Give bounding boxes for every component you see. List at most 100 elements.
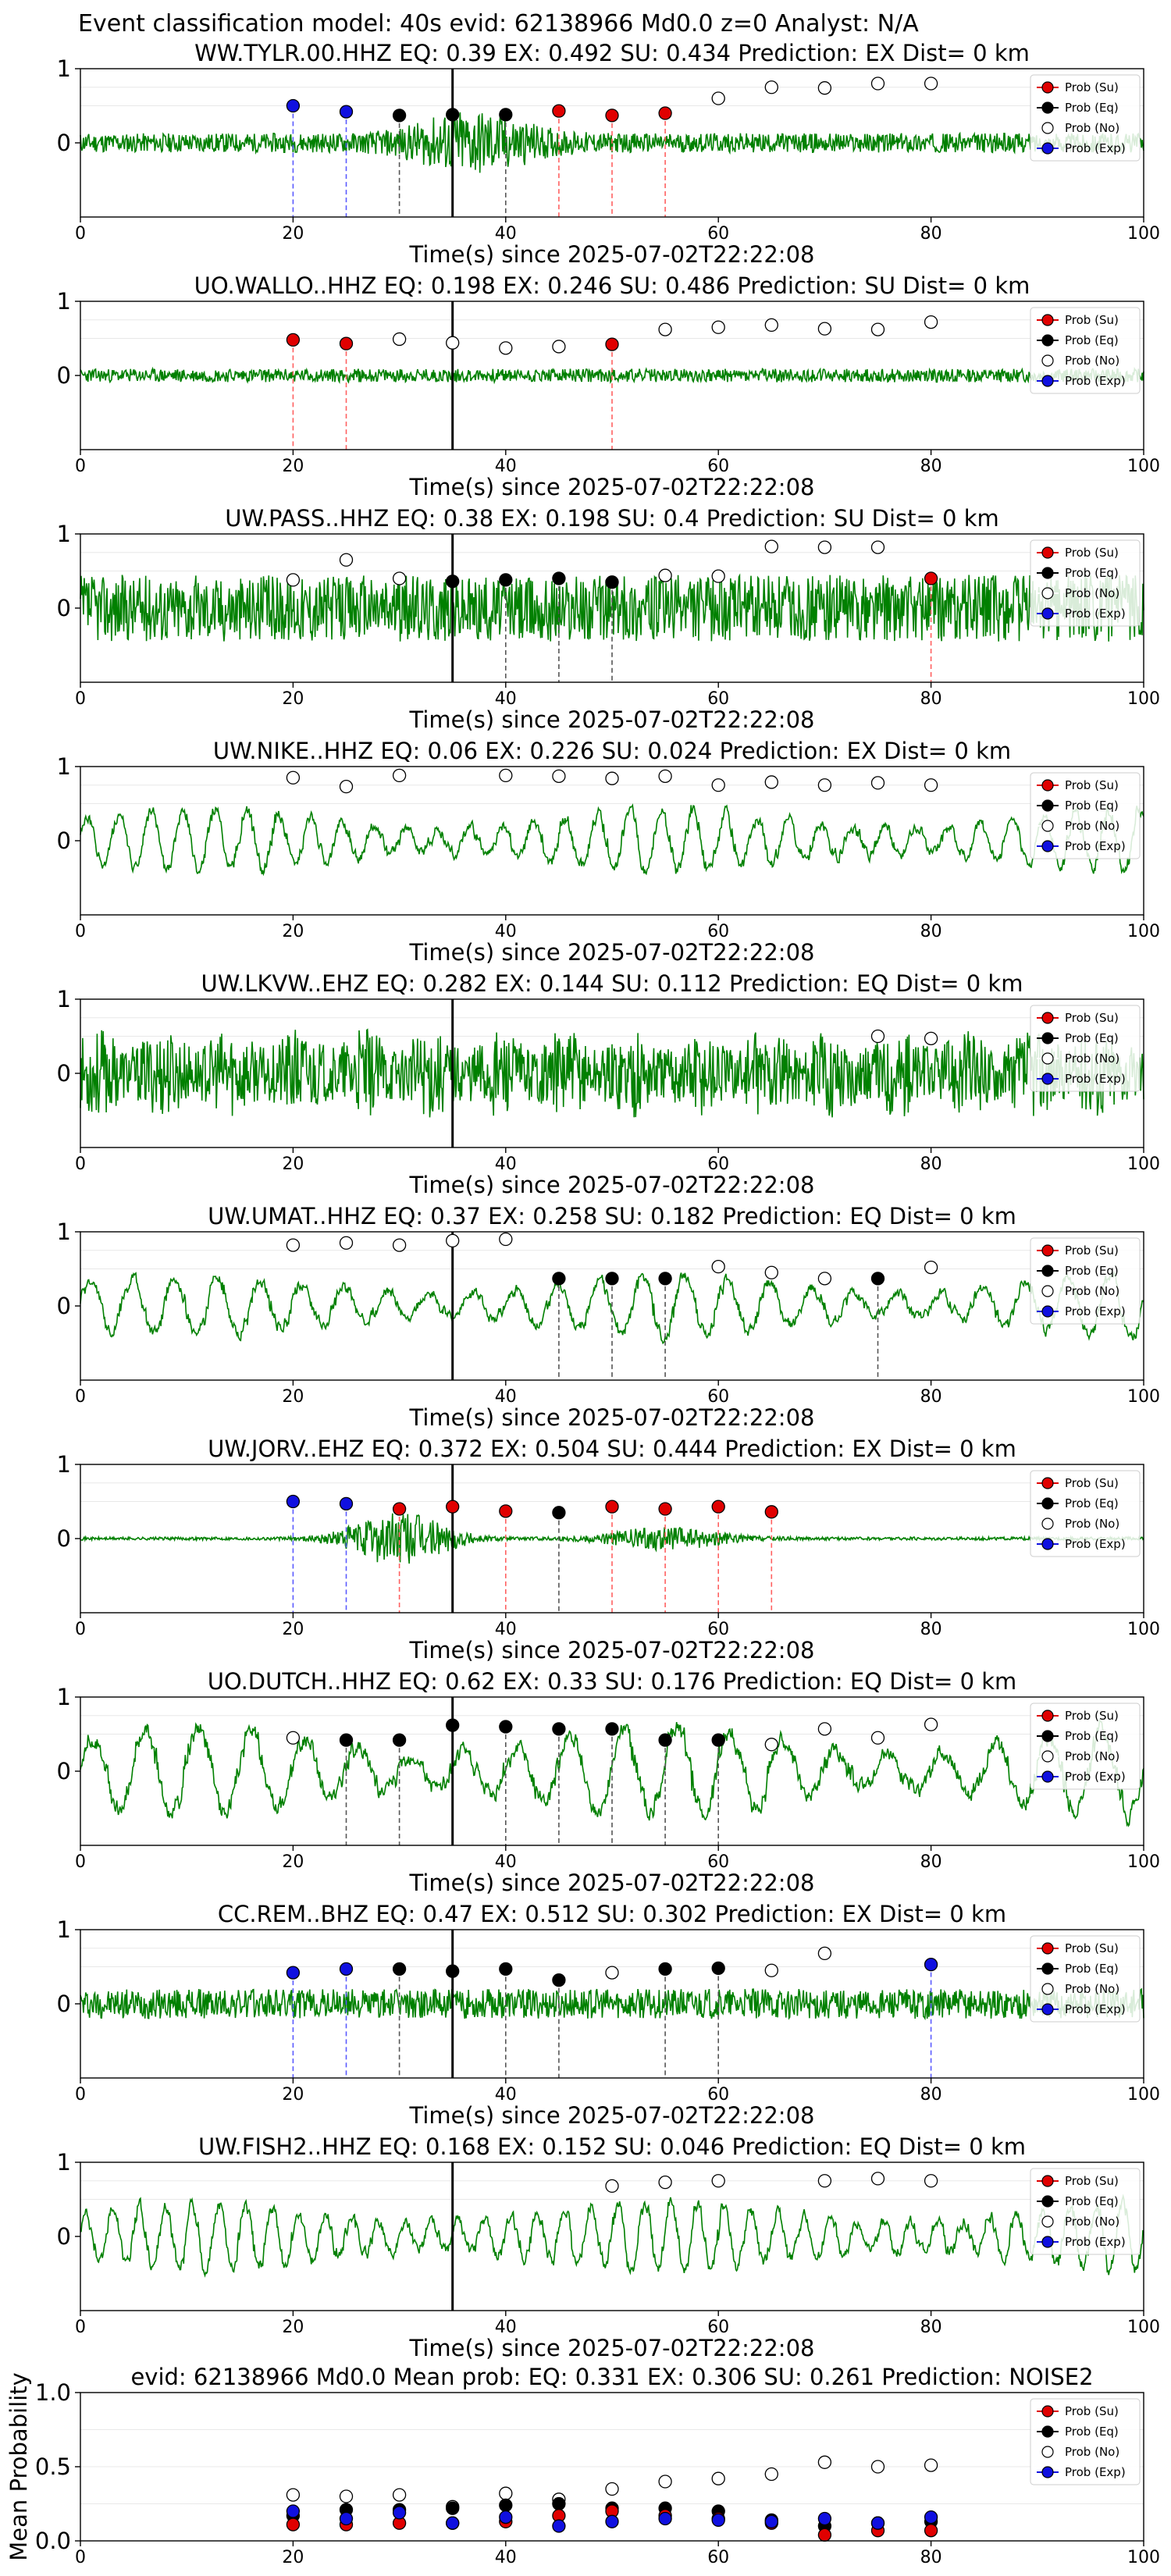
seismogram-trace [80, 2194, 1144, 2278]
x-tick-label: 100 [1127, 457, 1160, 476]
legend: Prob (Su) Prob (Eq) Prob (No) Prob (Exp) [1030, 539, 1141, 627]
prob-point-eq [711, 1961, 725, 1976]
x-tick-label: 40 [495, 2318, 517, 2337]
legend-label-su: Prob (Su) [1065, 2174, 1119, 2188]
prob-point-su [711, 1500, 725, 1514]
prob-point-no [392, 768, 407, 783]
x-tick-label: 0 [75, 2548, 86, 2567]
x-axis-label: Time(s) since 2025-07-02T22:22:08 [409, 1172, 815, 1198]
x-tick-label: 100 [1127, 922, 1160, 941]
panel-title: UW.JORV..EHZ EQ: 0.372 EX: 0.504 SU: 0.4… [208, 1436, 1016, 1462]
legend-label-no: Prob (No) [1065, 1051, 1119, 1066]
x-tick-label: 0 [75, 1852, 86, 1872]
prob-point-exp [499, 2510, 513, 2524]
prob-point-exp [764, 2514, 778, 2528]
x-tick-label: 60 [707, 1620, 729, 1639]
legend-label-su: Prob (Su) [1065, 778, 1119, 792]
legend-label-no: Prob (No) [1065, 2215, 1119, 2229]
x-axis-label: Time(s) since 2025-07-02T22:22:08 [409, 2102, 815, 2129]
prob-point-no [339, 1236, 354, 1250]
prob-point-no [870, 322, 885, 336]
legend-label-no: Prob (No) [1065, 586, 1119, 600]
panel-uo-wallo--hhz: UO.WALLO..HHZ EQ: 0.198 EX: 0.246 SU: 0.… [57, 272, 1160, 500]
panel-mean: evid: 62138966 Md0.0 Mean prob: EQ: 0.33… [5, 2364, 1160, 2567]
y-tick-label: 1 [57, 1684, 71, 1710]
prob-point-eq [446, 1718, 460, 1732]
legend-marker-exp [1041, 840, 1054, 852]
panel-title: UW.PASS..HHZ EQ: 0.38 EX: 0.198 SU: 0.4 … [225, 505, 999, 532]
prob-point-eq [552, 1722, 566, 1736]
prob-point-eq [658, 1733, 672, 1747]
legend-label-su: Prob (Su) [1065, 80, 1119, 94]
prob-point-eq [605, 575, 619, 589]
legend-label-su: Prob (Su) [1065, 1709, 1119, 1723]
prob-point-no [286, 1238, 301, 1252]
legend: Prob (Su) Prob (Eq) Prob (No) Prob (Exp) [1030, 1237, 1141, 1325]
prob-point-eq [446, 1964, 460, 1978]
prob-point-no [817, 322, 832, 336]
prob-point-no [817, 778, 832, 792]
x-tick-label: 100 [1127, 1387, 1160, 1407]
x-tick-label: 40 [495, 2548, 517, 2567]
x-tick-label: 0 [75, 1387, 86, 1407]
prob-point-exp [339, 1962, 354, 1976]
legend: Prob (Su) Prob (Eq) Prob (No) Prob (Exp) [1030, 2168, 1141, 2255]
prob-point-no [924, 1260, 938, 1275]
legend-label-su: Prob (Su) [1065, 1244, 1119, 1258]
prob-point-su [764, 1505, 778, 1519]
prob-point-no [711, 569, 725, 583]
prob-point-exp [552, 2519, 566, 2533]
x-tick-label: 80 [920, 922, 942, 941]
prob-point-no [286, 1731, 301, 1745]
x-tick-label: 0 [75, 1155, 86, 1174]
x-axis-label: Time(s) since 2025-07-02T22:22:08 [409, 706, 815, 733]
legend-label-exp: Prob (Exp) [1065, 2002, 1126, 2016]
y-tick-label: 1 [57, 753, 71, 780]
panel-title: UO.DUTCH..HHZ EQ: 0.62 EX: 0.33 SU: 0.17… [208, 1668, 1017, 1695]
prob-point-no [817, 2455, 832, 2469]
x-tick-label: 40 [495, 922, 517, 941]
prob-point-su [817, 2528, 832, 2542]
legend: Prob (Su) Prob (Eq) Prob (No) Prob (Exp) [1030, 1005, 1141, 1092]
legend-label-su: Prob (Su) [1065, 2404, 1119, 2418]
legend-marker-su [1041, 2405, 1054, 2418]
legend-marker-exp [1041, 2003, 1054, 2016]
prob-point-no [870, 1029, 885, 1044]
prob-point-exp [924, 2510, 938, 2524]
legend-label-exp: Prob (Exp) [1065, 1304, 1126, 1318]
prob-point-no [286, 573, 301, 587]
y-tick-label: 0 [57, 595, 71, 621]
prob-point-eq [658, 1272, 672, 1286]
legend-marker-exp [1041, 2466, 1054, 2478]
x-tick-label: 60 [707, 2318, 729, 2337]
x-tick-label: 20 [282, 1387, 304, 1407]
x-axis-label: Time(s) since 2025-07-02T22:22:08 [409, 1870, 815, 1896]
x-tick-label: 80 [920, 2318, 942, 2337]
legend-marker-no [1041, 1052, 1054, 1065]
legend-label-exp: Prob (Exp) [1065, 1770, 1126, 1784]
y-tick-label: 1 [57, 1451, 71, 1478]
prob-point-eq [605, 1272, 619, 1286]
prob-point-eq [711, 1733, 725, 1747]
legend-marker-eq [1041, 799, 1054, 812]
y-tick-label: 1 [57, 986, 71, 1012]
prob-point-no [817, 1722, 832, 1736]
legend-label-su: Prob (Su) [1065, 1941, 1119, 1955]
x-tick-label: 60 [707, 2548, 729, 2567]
x-tick-label: 100 [1127, 224, 1160, 244]
legend-label-no: Prob (No) [1065, 1982, 1119, 1996]
prob-point-eq [552, 1506, 566, 1520]
prob-point-no [711, 778, 725, 792]
prob-point-eq [499, 1962, 513, 1976]
prob-point-eq [552, 2496, 566, 2511]
legend-marker-su [1041, 1942, 1054, 1955]
legend-marker-exp [1041, 1073, 1054, 1085]
prob-point-exp [817, 2511, 832, 2526]
legend-marker-no [1041, 820, 1054, 832]
prob-point-exp [286, 1494, 301, 1509]
legend-marker-no [1041, 1285, 1054, 1297]
x-tick-label: 20 [282, 689, 304, 709]
x-tick-label: 40 [495, 1620, 517, 1639]
x-tick-label: 80 [920, 1620, 942, 1639]
prob-point-su [658, 1502, 672, 1516]
